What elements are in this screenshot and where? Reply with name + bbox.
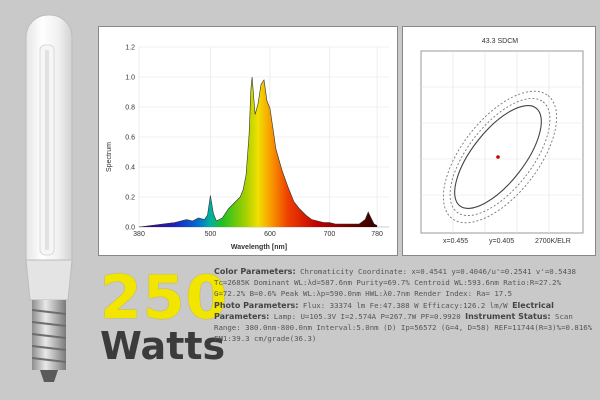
y-tick-label: 0.2 [125, 195, 135, 202]
cie-x-readout: x=0.455 [443, 238, 468, 245]
x-tick-label: 600 [264, 231, 276, 238]
x-tick-labels: 380 500 600 700 780 [133, 231, 383, 238]
spectrum-chart: 0.0 0.2 0.4 0.6 0.8 1.0 1.2 380 500 600 700 780 Sp… [106, 45, 389, 251]
x-axis-label: Wavelength [nm] [231, 244, 287, 251]
cie-chart-panel: 43.3 SDCM x=0.455 y=0.405 2700K/ELR [402, 26, 596, 256]
wattage-number: 250 [100, 263, 229, 333]
color-params-label: Color Parameters: [214, 267, 296, 276]
y-tick-label: 0.8 [125, 105, 135, 112]
x-tick-label: 380 [133, 231, 145, 238]
measurement-parameters: Color Parameters: Chromaticity Coordinat… [214, 266, 596, 394]
cie-ellipse-outer [442, 90, 558, 224]
cie-ellipse-middle [449, 97, 551, 217]
cie-cct-readout: 2700K/ELR [535, 238, 571, 245]
y-tick-label: 0.0 [125, 225, 135, 232]
spectrum-series-fill [139, 77, 378, 227]
cie-grid [421, 51, 583, 233]
y-tick-labels: 0.0 0.2 0.4 0.6 0.8 1.0 1.2 [125, 45, 135, 232]
color-params-text: Chromaticity Coordinate: x=0.4541 y=0.40… [214, 267, 576, 299]
y-tick-label: 0.6 [125, 135, 135, 142]
electrical-params-label: Electrical Parameters: [214, 300, 554, 321]
electrical-params-text: Lamp: U=105.3V I=2.574A P=267.7W PF=0.99… [273, 311, 461, 321]
x-tick-label: 700 [324, 231, 336, 238]
cie-ellipse-chart: 43.3 SDCM x=0.455 y=0.405 2700K/ELR [420, 38, 584, 245]
wattage-unit: Watts [100, 324, 226, 368]
wattage-label: 250 Watts [96, 268, 227, 378]
instrument-status-label: Instrument Status: [465, 311, 551, 321]
y-tick-label: 0.4 [125, 165, 135, 172]
x-tick-label: 500 [205, 231, 217, 238]
lamp-photo [25, 14, 73, 382]
cie-title: 43.3 SDCM [482, 38, 518, 45]
cie-chromaticity-point [496, 155, 500, 159]
spectrum-series-line [138, 76, 378, 228]
cie-plot-frame [420, 50, 584, 234]
y-tick-label: 1.2 [125, 45, 135, 52]
spectrum-chart-panel: 0.0 0.2 0.4 0.6 0.8 1.0 1.2 380 500 600 700 780 Sp… [98, 26, 398, 256]
instrument-status-text: Scan Range: 380.0nm-800.0nm Interval:5.0… [214, 311, 593, 344]
photo-params-label: Photo Parameters: [214, 300, 299, 310]
x-tick-label: 780 [371, 231, 383, 238]
cie-y-readout: y=0.405 [489, 238, 514, 245]
cie-ellipse-inner [454, 105, 542, 209]
photo-params-text: Flux: 33374 lm Fe:47.388 W Efficacy:126.… [302, 300, 508, 310]
y-axis-label: Spectrum [106, 142, 113, 172]
y-tick-label: 1.0 [125, 75, 135, 82]
